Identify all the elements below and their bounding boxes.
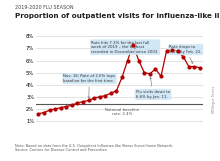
Text: 2019-2020 FLU SEASON: 2019-2020 FLU SEASON [15,5,74,10]
Text: Note: Based on data from the U.S. Outpatient Influenza-like Illness Surveillance: Note: Based on data from the U.S. Outpat… [15,144,174,152]
Text: Rate drops to
5.5% by Feb. 22.: Rate drops to 5.5% by Feb. 22. [169,45,202,63]
Text: Rate hits 7.3% for the last full
week of 2019 – the highest
recorded in December: Rate hits 7.3% for the last full week of… [91,41,159,54]
Text: Proportion of outpatient visits for influenza-like illness by week: Proportion of outpatient visits for infl… [15,13,220,19]
Text: MOñique Torres: MOñique Torres [212,85,216,113]
Text: National baseline
rate: 2.4%: National baseline rate: 2.4% [105,108,139,116]
Text: Flu visits down to
6.6% by Jan. 11.: Flu visits down to 6.6% by Jan. 11. [136,77,170,99]
Text: Nov. 16: Rate of 2.6% tops
baseline for the first time.: Nov. 16: Rate of 2.6% tops baseline for … [64,74,116,98]
